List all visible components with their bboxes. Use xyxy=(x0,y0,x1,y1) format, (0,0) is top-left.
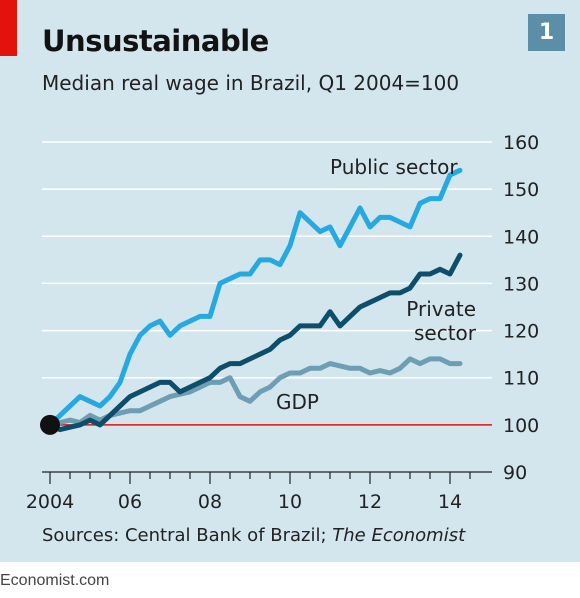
y-tick-label: 150 xyxy=(503,179,539,201)
red-corner-tag xyxy=(0,0,17,56)
y-tick-label: 100 xyxy=(503,415,539,437)
x-tick-label: 12 xyxy=(358,491,382,513)
chart-number-badge: 1 xyxy=(528,14,565,51)
line-chart: 90 100 110 120 130 140 150 160 2004 06 08 10 12 14 Pub… xyxy=(26,132,539,513)
x-tick-label: 10 xyxy=(278,491,302,513)
x-tick-label: 06 xyxy=(118,491,142,513)
y-tick-label: 90 xyxy=(503,462,527,484)
gridlines xyxy=(42,141,492,379)
x-axis xyxy=(42,471,492,484)
series-layer xyxy=(40,167,463,435)
series-line-gdp xyxy=(47,356,463,428)
series-label-gdp: GDP xyxy=(276,390,319,414)
y-tick-label: 140 xyxy=(503,226,539,248)
start-point-marker xyxy=(40,414,60,435)
series-label-private-sector: Private xyxy=(406,297,476,321)
x-tick-label: 08 xyxy=(198,491,222,513)
labels-layer: 90 100 110 120 130 140 150 160 2004 06 08 10 12 14 Pub… xyxy=(26,132,539,513)
chart-panel xyxy=(0,0,580,562)
y-tick-label: 110 xyxy=(503,368,539,390)
source-prefix: Sources: Central Bank of Brazil; xyxy=(42,525,333,546)
footer-credit: Economist.com xyxy=(0,572,110,589)
y-tick-label: 120 xyxy=(503,321,539,343)
chart-title: Unsustainable xyxy=(42,24,269,58)
x-tick-label: 2004 xyxy=(26,491,74,513)
y-tick-label: 160 xyxy=(503,132,539,154)
source-note: Sources: Central Bank of Brazil; The Eco… xyxy=(42,525,465,546)
series-label-public-sector: Public sector xyxy=(330,155,458,179)
series-line-public-sector xyxy=(47,167,463,428)
source-italic: The Economist xyxy=(332,525,466,546)
chart-subtitle: Median real wage in Brazil, Q1 2004=100 xyxy=(42,71,460,95)
series-label-private-sector: sector xyxy=(414,321,477,345)
y-tick-label: 130 xyxy=(503,273,539,295)
series-line-private-sector xyxy=(47,252,463,433)
x-tick-label: 14 xyxy=(438,491,462,513)
